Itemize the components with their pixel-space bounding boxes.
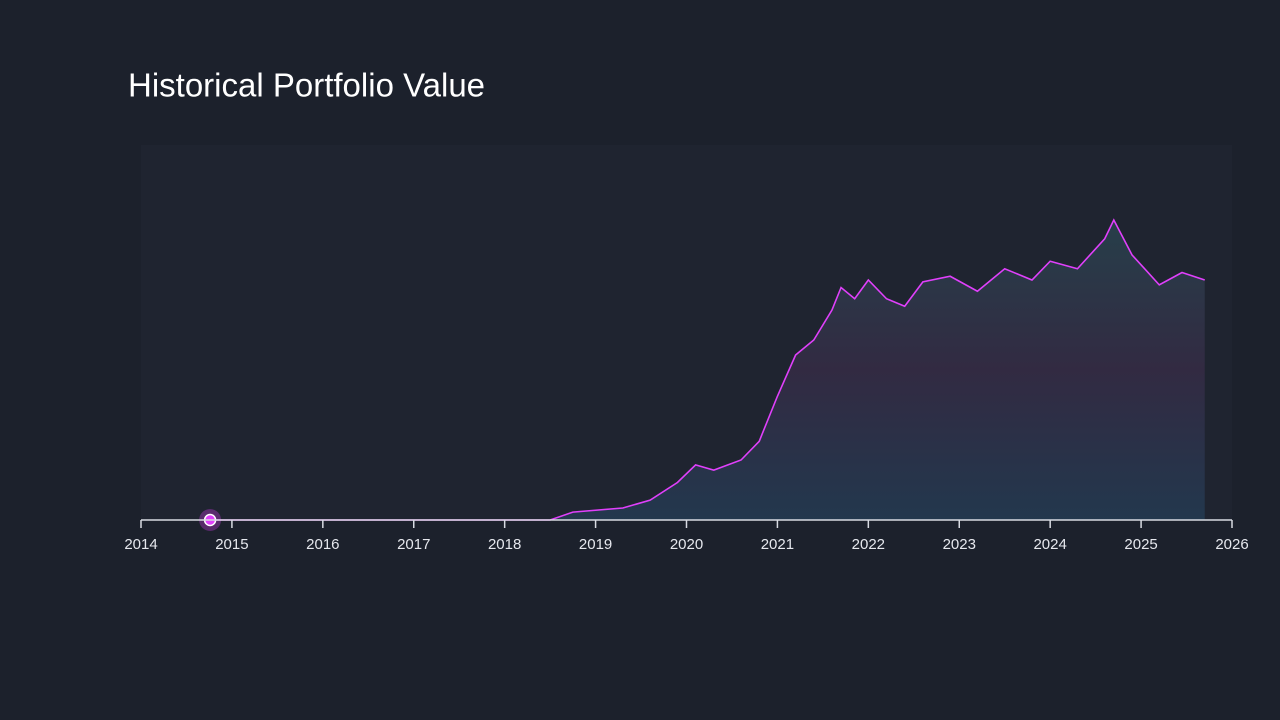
- x-tick-label: 2019: [579, 536, 612, 553]
- x-tick-label: 2026: [1215, 536, 1248, 553]
- area: [210, 220, 1205, 520]
- x-tick-label: 2025: [1124, 536, 1157, 553]
- x-tick-label: 2024: [1033, 536, 1066, 553]
- x-tick-label: 2018: [488, 536, 521, 553]
- x-tick-label: 2017: [397, 536, 430, 553]
- x-tick-label: 2014: [124, 536, 157, 553]
- x-tick-label: 2021: [761, 536, 794, 553]
- x-tick-label: 2015: [215, 536, 248, 553]
- x-tick-label: 2016: [306, 536, 339, 553]
- x-tick-label: 2022: [852, 536, 885, 553]
- x-tick-label: 2023: [943, 536, 976, 553]
- line: [210, 218, 1205, 521]
- x-tick-label: 2020: [670, 536, 703, 553]
- chart-title: Historical Portfolio Value: [128, 67, 485, 104]
